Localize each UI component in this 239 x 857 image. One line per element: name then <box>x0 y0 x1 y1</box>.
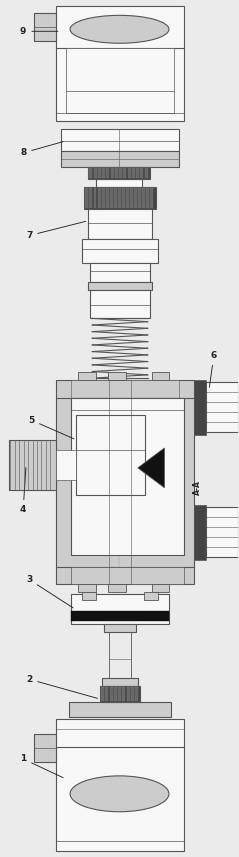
Bar <box>61 151 179 167</box>
Bar <box>130 188 133 207</box>
Bar <box>144 592 158 601</box>
Text: 1: 1 <box>20 754 63 777</box>
Text: 4: 4 <box>20 468 26 514</box>
Bar <box>127 687 130 701</box>
Bar <box>90 262 150 283</box>
Text: 9: 9 <box>20 27 58 36</box>
Bar <box>118 188 121 207</box>
Bar <box>89 188 92 207</box>
Bar <box>132 168 135 177</box>
Text: 7: 7 <box>26 221 86 240</box>
Bar <box>102 168 105 177</box>
Bar <box>100 686 140 702</box>
Bar <box>108 372 126 381</box>
Bar <box>88 209 152 238</box>
Bar <box>96 179 142 187</box>
Bar <box>56 719 184 851</box>
Bar <box>78 584 96 592</box>
Bar <box>66 48 174 113</box>
Bar <box>122 687 125 701</box>
Bar <box>98 168 101 177</box>
Bar <box>102 188 105 207</box>
Bar <box>114 687 117 701</box>
Bar <box>76 415 145 494</box>
Bar <box>82 238 158 262</box>
Bar <box>71 566 184 584</box>
Text: 2: 2 <box>26 674 98 698</box>
Bar <box>101 687 104 701</box>
Bar <box>56 381 194 584</box>
Bar <box>109 632 131 678</box>
Bar <box>88 283 152 291</box>
Bar <box>71 381 179 399</box>
Bar <box>9 440 56 490</box>
Bar <box>105 687 109 701</box>
Bar <box>135 687 138 701</box>
Text: 5: 5 <box>28 416 74 439</box>
Bar <box>71 595 169 625</box>
Bar <box>71 399 184 554</box>
Bar <box>119 168 122 177</box>
Bar <box>126 188 129 207</box>
Bar <box>110 188 113 207</box>
Bar <box>114 188 117 207</box>
Bar <box>34 734 56 762</box>
Bar <box>142 188 145 207</box>
Text: 8: 8 <box>20 141 63 158</box>
Bar <box>150 188 153 207</box>
Bar <box>136 168 139 177</box>
Bar <box>106 168 109 177</box>
Text: 6: 6 <box>209 351 217 387</box>
Text: A-A: A-A <box>193 481 201 495</box>
Bar <box>82 592 96 601</box>
Bar <box>140 168 143 177</box>
Bar <box>131 687 134 701</box>
Bar <box>34 14 56 41</box>
Bar <box>109 381 131 584</box>
Bar <box>108 584 126 592</box>
Bar <box>194 505 206 560</box>
Bar <box>123 168 126 177</box>
Bar <box>110 687 113 701</box>
Bar <box>56 6 184 121</box>
Bar <box>61 129 179 151</box>
Ellipse shape <box>70 776 169 812</box>
Bar <box>69 702 171 717</box>
Polygon shape <box>138 448 164 488</box>
Bar <box>104 625 136 632</box>
Bar <box>206 506 238 556</box>
Bar <box>78 372 96 381</box>
Bar <box>98 188 101 207</box>
Bar <box>122 188 125 207</box>
Bar <box>94 168 97 177</box>
Bar <box>138 188 141 207</box>
Bar <box>128 168 130 177</box>
Bar <box>115 168 118 177</box>
Bar <box>90 291 150 318</box>
Bar <box>206 382 238 432</box>
Bar <box>152 584 169 592</box>
Bar <box>56 450 76 480</box>
Bar <box>85 188 88 207</box>
Text: 3: 3 <box>26 575 73 608</box>
Bar <box>146 188 149 207</box>
Bar <box>88 167 150 179</box>
Bar <box>145 168 147 177</box>
Ellipse shape <box>70 15 169 43</box>
Bar <box>93 188 97 207</box>
Bar <box>152 372 169 381</box>
Bar <box>118 687 121 701</box>
Bar <box>89 168 92 177</box>
Bar <box>134 188 137 207</box>
Bar <box>102 678 138 686</box>
Bar <box>111 168 114 177</box>
Bar <box>194 381 206 435</box>
Bar <box>106 188 109 207</box>
Bar <box>84 187 156 209</box>
Bar <box>71 611 169 621</box>
